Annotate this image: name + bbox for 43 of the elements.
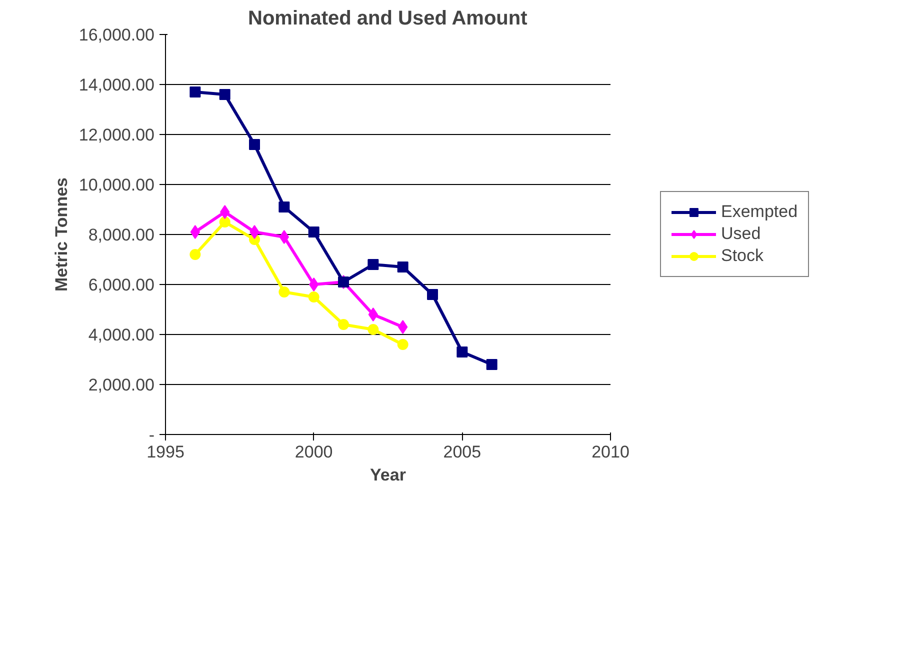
legend-label: Stock bbox=[721, 246, 764, 266]
point bbox=[219, 89, 230, 100]
y-tick-label: 16,000.00 bbox=[78, 26, 155, 44]
point bbox=[219, 216, 230, 228]
point bbox=[279, 230, 289, 244]
x-axis-title: Year bbox=[370, 466, 406, 484]
legend-label: Exempted bbox=[721, 202, 798, 222]
point bbox=[308, 226, 320, 238]
x-tick-label: 1995 bbox=[146, 442, 184, 462]
point bbox=[309, 278, 319, 292]
y-axis-title: Metric Tonnes bbox=[52, 178, 71, 292]
point bbox=[427, 289, 438, 300]
point bbox=[398, 320, 408, 334]
point bbox=[368, 259, 379, 270]
point bbox=[397, 262, 408, 272]
point bbox=[368, 324, 379, 335]
point bbox=[368, 308, 378, 322]
y-tick-label: 8,000.00 bbox=[88, 226, 155, 244]
x-tick-label: 2000 bbox=[294, 442, 333, 462]
legend-label: Used bbox=[721, 224, 761, 244]
y-tick-label: 6,000.00 bbox=[88, 276, 155, 294]
point bbox=[397, 339, 408, 350]
point bbox=[249, 139, 260, 150]
point bbox=[456, 346, 468, 358]
point bbox=[278, 202, 290, 212]
point bbox=[250, 225, 260, 239]
point bbox=[338, 319, 349, 330]
y-tick-label: - bbox=[148, 426, 155, 444]
chart-title: Nominated and Used Amount bbox=[248, 8, 528, 30]
y-tick-label: 10,000.00 bbox=[78, 176, 155, 194]
y-tick-label: 14,000.00 bbox=[78, 76, 155, 94]
x-tick-label: 2010 bbox=[592, 442, 630, 462]
point bbox=[190, 225, 200, 239]
point bbox=[486, 359, 498, 370]
y-tick-label: 12,000.00 bbox=[78, 126, 155, 144]
point bbox=[190, 249, 201, 260]
x-tick-label: 2005 bbox=[443, 442, 482, 462]
y-tick-label: 4,000.00 bbox=[88, 326, 155, 344]
point bbox=[220, 205, 230, 219]
y-tick-label: 2,000.00 bbox=[88, 376, 155, 394]
point bbox=[308, 292, 320, 302]
point bbox=[190, 86, 201, 98]
point bbox=[278, 286, 290, 298]
